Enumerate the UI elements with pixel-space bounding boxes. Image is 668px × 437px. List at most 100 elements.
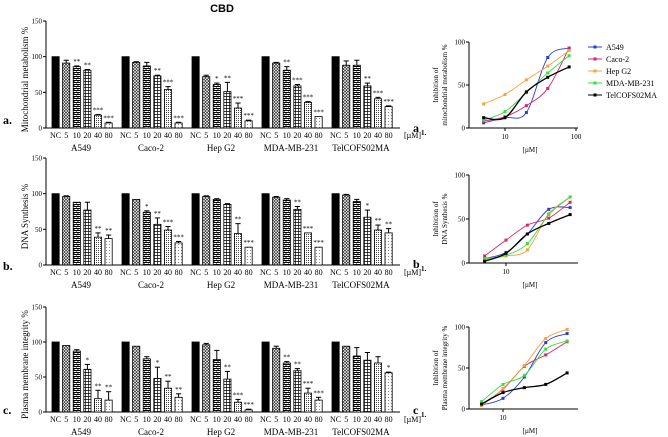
significance-label: *** xyxy=(313,389,324,397)
series-hep-g2 xyxy=(483,195,572,261)
x-tick-label: 10 xyxy=(500,414,508,422)
group-label: Caco-2 xyxy=(138,143,164,153)
data-point xyxy=(483,259,487,263)
x-tick-label: 80 xyxy=(245,268,253,277)
legend-marker xyxy=(593,69,597,73)
significance-label: ** xyxy=(294,199,302,207)
group-label: Caco-2 xyxy=(138,427,164,437)
data-point xyxy=(522,386,526,390)
x-tick-label: 80 xyxy=(245,415,253,424)
y-tick-label: 50 xyxy=(35,89,43,97)
data-point xyxy=(503,116,507,120)
significance-label: *** xyxy=(173,114,184,122)
data-point xyxy=(568,213,572,217)
x-tick-label: 40 xyxy=(374,268,382,277)
group-label: Hep G2 xyxy=(207,143,235,153)
legend-label: MDA-MB-231 xyxy=(606,79,654,88)
significance-label: ** xyxy=(364,75,372,83)
bar-group: NC 5 10 ** 20 *** 40 *** 80 MDA-MB-231 xyxy=(260,193,324,290)
x-tick-label: 80 xyxy=(105,268,113,277)
series-hep-g2 xyxy=(480,327,569,408)
bar xyxy=(94,114,103,129)
series-caco-2 xyxy=(480,340,569,406)
bar xyxy=(142,65,151,129)
significance-label: ** xyxy=(84,62,92,70)
x-tick-label: NC xyxy=(330,268,341,277)
x-tick-label: 80 xyxy=(175,268,183,277)
bar xyxy=(293,208,302,266)
bar xyxy=(191,193,200,266)
fit-curve xyxy=(484,213,571,262)
data-point xyxy=(568,195,572,199)
bar-group: NC 5 10 * 20 ** 40 ** 80 TelCOFS02MA xyxy=(330,193,393,290)
bar xyxy=(51,341,60,413)
x-tick-label: 40 xyxy=(164,268,172,277)
legend-marker xyxy=(593,57,597,61)
bar xyxy=(282,69,291,129)
significance-label: ** xyxy=(73,58,81,66)
significance-label: ** xyxy=(175,386,183,394)
bar xyxy=(373,229,382,266)
x-tick-label: 10 xyxy=(283,131,291,140)
data-point xyxy=(565,339,569,343)
bar-group: NC 5 10 ** 20 *** 40 *** 80 Caco-2 xyxy=(120,56,184,153)
bar-group: NC 5 ** 10 ** 20 *** 40 *** 80 MDA-MB-231 xyxy=(260,341,324,437)
x-tick-label: 20 xyxy=(83,268,91,277)
legend-label: TelCOFS02MA xyxy=(606,91,657,100)
x-tick-label: 5 xyxy=(344,415,348,424)
x-tick-label: 80 xyxy=(315,131,323,140)
bar xyxy=(282,199,291,266)
y-tick-label: 100 xyxy=(32,339,43,347)
significance-label: ** xyxy=(283,59,291,67)
data-point xyxy=(546,75,550,79)
x-tick-label: 10 xyxy=(213,415,221,424)
bar xyxy=(142,358,151,413)
x-tick-label: NC xyxy=(260,131,271,140)
significance-label: ** xyxy=(375,217,383,225)
bar xyxy=(132,345,141,413)
significance-label: *** xyxy=(303,225,314,233)
bar xyxy=(153,75,162,129)
data-point xyxy=(482,118,486,122)
y-axis-label: Inhibition of xyxy=(432,201,440,237)
significance-label: ** xyxy=(154,210,162,218)
bar xyxy=(352,355,361,413)
panel-label: c. xyxy=(3,403,11,417)
data-point xyxy=(544,347,548,351)
legend-item: TelCOFS02MA xyxy=(588,91,657,100)
bar xyxy=(72,66,81,129)
x-tick-label: 20 xyxy=(293,268,301,277)
y-tick-label: 150 xyxy=(32,18,43,26)
fit-curve xyxy=(483,55,570,121)
x-tick-label: NC xyxy=(190,415,201,424)
significance-label: ** xyxy=(283,354,291,362)
significance-label: *** xyxy=(373,89,384,97)
significance-label: * xyxy=(145,203,149,211)
y-tick-label: 0 xyxy=(39,262,43,270)
data-point xyxy=(547,213,551,217)
data-point xyxy=(544,382,548,386)
significance-label: ** xyxy=(235,216,243,224)
data-point xyxy=(504,251,508,255)
bar xyxy=(272,62,281,129)
x-tick-label: 5 xyxy=(344,268,348,277)
data-point xyxy=(568,206,572,210)
bar xyxy=(212,198,221,266)
x-tick-label: 20 xyxy=(363,268,371,277)
data-point xyxy=(547,207,551,211)
data-point xyxy=(503,92,507,96)
x-tick-label: 5 xyxy=(134,131,138,140)
data-point xyxy=(525,242,529,246)
significance-label: ** xyxy=(105,227,113,235)
bar xyxy=(174,242,183,266)
data-point xyxy=(565,327,569,331)
x-tick-label: 10 xyxy=(143,415,151,424)
bar xyxy=(373,98,382,129)
bar xyxy=(314,399,323,413)
bar xyxy=(261,193,270,266)
significance-label: ** xyxy=(224,363,232,371)
data-point xyxy=(501,391,505,395)
bar xyxy=(223,378,232,413)
